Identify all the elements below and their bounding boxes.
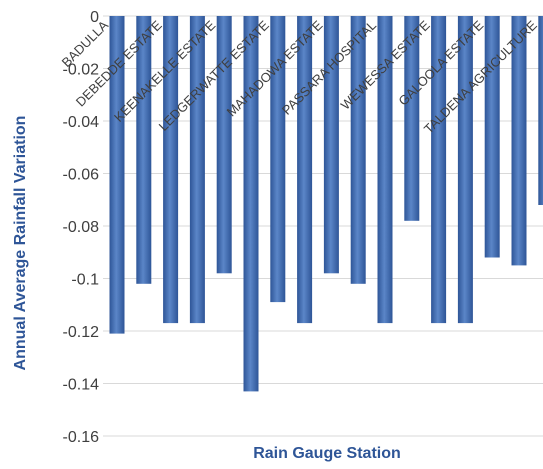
- y-tick-label: -0.14: [63, 377, 100, 394]
- y-axis-ticks: 0 -0.02 -0.04 -0.06 -0.08 -0.1 -0.12 -0.14 -0.16: [63, 9, 100, 446]
- bar: [297, 16, 313, 324]
- bar: [270, 16, 286, 303]
- bar: [511, 16, 527, 266]
- bar: [323, 16, 339, 274]
- y-tick-label: -0.02: [63, 62, 100, 79]
- bar: [243, 16, 259, 392]
- y-tick-label: -0.04: [63, 114, 100, 131]
- y-axis-title: Annual Average Rainfall Variation: [12, 116, 29, 371]
- x-axis-title: Rain Gauge Station: [253, 445, 401, 462]
- bar: [189, 16, 205, 324]
- bar: [404, 16, 420, 221]
- bar: [136, 16, 152, 284]
- bar: [431, 16, 447, 324]
- y-tick-label: -0.06: [63, 167, 100, 184]
- y-tick-label: -0.12: [63, 324, 100, 341]
- bar: [216, 16, 232, 274]
- y-tick-label: 0: [90, 9, 99, 26]
- y-tick-label: -0.08: [63, 219, 100, 236]
- bar: [350, 16, 366, 284]
- bars: [109, 16, 543, 392]
- bar: [484, 16, 500, 258]
- y-tick-label: -0.1: [71, 272, 99, 289]
- bar: [109, 16, 125, 334]
- y-tick-label: -0.16: [63, 429, 100, 446]
- bar: [163, 16, 179, 324]
- bar: [538, 16, 543, 205]
- bar: [457, 16, 473, 324]
- bar: [377, 16, 393, 324]
